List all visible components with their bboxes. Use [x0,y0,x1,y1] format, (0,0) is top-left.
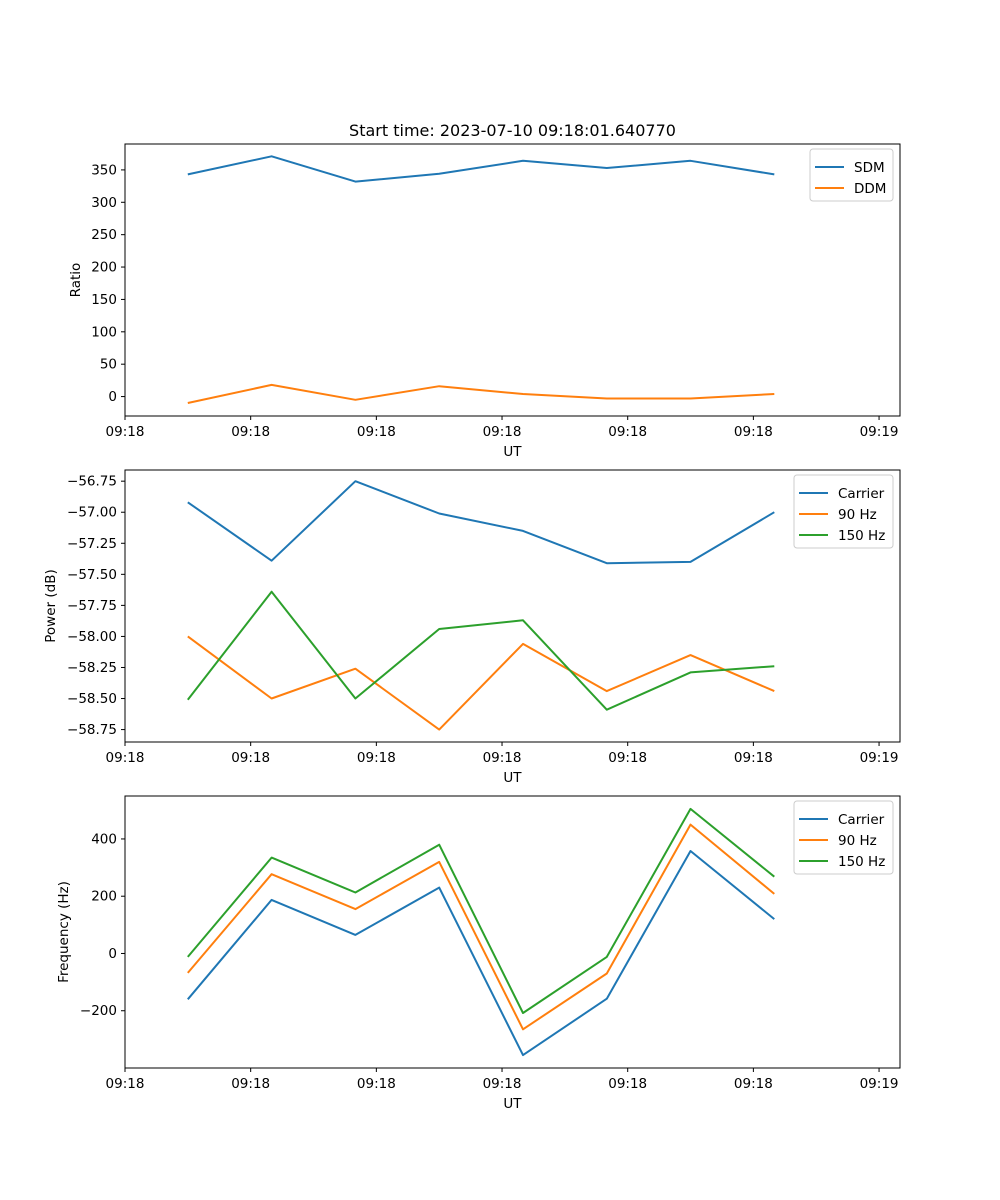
series-line-90-hz [187,823,775,1031]
x-tick-label: 09:18 [734,424,773,440]
y-tick-label: 350 [91,162,117,178]
x-tick-label: 09:18 [357,424,396,440]
x-tick-label: 09:19 [860,424,899,440]
series-line-150-hz [187,807,775,1014]
y-ticks: −58.75 −58.50 −58.25 −58.00 −57.75 −57.50 −57.… [67,474,125,738]
y-tick-label: −58.50 [67,691,117,707]
chart-title: Start time: 2023-07-10 09:18:01.640770 [349,121,676,140]
y-axis-label: Power (dB) [43,569,59,642]
x-tick-label: 09:18 [608,424,647,440]
plot-frame [124,469,901,743]
x-tick-label: 09:18 [608,1076,647,1092]
x-ticks: 09:18 09:18 09:18 09:18 09:18 09:18 09:19 [106,742,899,766]
y-tick-label: 0 [108,389,117,405]
y-tick-label: 250 [91,227,117,243]
y-tick-label: −58.00 [67,629,117,645]
series-line-90-hz [187,635,775,731]
x-tick-label: 09:18 [734,750,773,766]
y-tick-label: −200 [80,1003,117,1019]
y-tick-label: 100 [91,324,117,340]
x-tick-label: 09:18 [608,750,647,766]
y-tick-label: −57.25 [67,536,117,552]
y-ticks: −200 0 200 400 [80,831,125,1019]
x-tick-label: 09:18 [106,1076,145,1092]
series-line-carrier [187,850,775,1057]
y-tick-label: 200 [91,889,117,905]
legend-label: 150 Hz [838,528,885,544]
x-tick-label: 09:19 [860,1076,899,1092]
y-axis-label: Frequency (Hz) [56,881,72,983]
x-tick-label: 09:18 [357,1076,396,1092]
legend-label: DDM [854,181,886,197]
y-tick-label: 400 [91,831,117,847]
y-tick-label: 200 [91,260,117,276]
x-tick-label: 09:18 [483,750,522,766]
x-axis-label: UT [503,1096,522,1112]
series-line-ddm [187,383,775,404]
x-tick-label: 09:18 [734,1076,773,1092]
legend-label: SDM [854,160,885,176]
y-tick-label: 50 [100,357,117,373]
x-tick-label: 09:18 [357,750,396,766]
legend-label: 150 Hz [838,854,885,870]
legend: Carrier 90 Hz 150 Hz [793,474,894,549]
legend: SDM DDM [809,148,894,202]
y-tick-label: −57.75 [67,598,117,614]
y-tick-label: −57.00 [67,505,117,521]
y-tick-label: 300 [91,195,117,211]
x-tick-label: 09:18 [483,1076,522,1092]
y-tick-label: 0 [108,946,117,962]
legend: Carrier 90 Hz 150 Hz [793,800,894,875]
y-tick-label: −58.25 [67,660,117,676]
y-ticks: 0 50 100 150 200 250 300 350 [91,162,125,405]
x-tick-label: 09:18 [231,424,270,440]
series-line-sdm [187,155,775,183]
x-tick-label: 09:18 [106,750,145,766]
x-tick-label: 09:18 [483,424,522,440]
x-ticks: 09:18 09:18 09:18 09:18 09:18 09:18 09:19 [106,1068,899,1092]
plot-frame [124,795,901,1069]
x-tick-label: 09:19 [860,750,899,766]
ratio-panel: Start time: 2023-07-10 09:18:01.640770 0… [68,121,901,460]
y-tick-label: −58.75 [67,722,117,738]
y-tick-label: 150 [91,292,117,308]
series-line-carrier [187,480,775,565]
legend-label: Carrier [838,486,885,502]
y-axis-label: Ratio [68,263,84,298]
series-lines [187,480,775,731]
x-ticks: 09:18 09:18 09:18 09:18 09:18 09:18 09:19 [106,416,899,440]
x-tick-label: 09:18 [106,424,145,440]
legend-label: Carrier [838,812,885,828]
series-lines [187,807,775,1057]
series-line-150-hz [187,590,775,711]
x-axis-label: UT [503,444,522,460]
power-panel: −58.75 −58.50 −58.25 −58.00 −57.75 −57.50 −57.… [43,469,901,786]
y-tick-label: −57.50 [67,567,117,583]
x-tick-label: 09:18 [231,1076,270,1092]
x-axis-label: UT [503,770,522,786]
series-lines [187,155,775,404]
x-tick-label: 09:18 [231,750,270,766]
plot-frame [124,143,901,417]
y-tick-label: −56.75 [67,474,117,490]
legend-label: 90 Hz [838,507,877,523]
legend-label: 90 Hz [838,833,877,849]
